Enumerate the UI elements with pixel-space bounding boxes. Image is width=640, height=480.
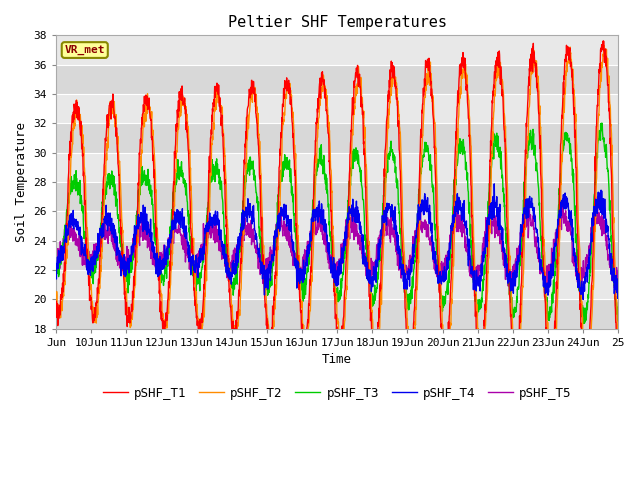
Bar	[56, 211, 618, 240]
pSHF_T1	[598, 45, 606, 50]
Bar	[56, 94, 618, 123]
pSHF_T3	[614, 316, 622, 322]
pSHF_T2	[81, 172, 88, 178]
pSHF_T2	[614, 339, 622, 345]
pSHF_T3	[598, 120, 606, 126]
pSHF_T5	[598, 221, 606, 227]
pSHF_T3	[580, 321, 588, 326]
pSHF_T5	[614, 267, 622, 273]
pSHF_T2	[598, 61, 606, 67]
Bar	[56, 182, 618, 211]
pSHF_T4	[495, 227, 503, 233]
pSHF_T3	[310, 183, 318, 189]
Line: pSHF_T4: pSHF_T4	[56, 184, 618, 300]
pSHF_T2	[584, 377, 591, 383]
Title: Peltier SHF Temperatures: Peltier SHF Temperatures	[228, 15, 447, 30]
Bar	[56, 240, 618, 270]
Bar	[56, 300, 618, 329]
pSHF_T1	[614, 360, 622, 366]
pSHF_T3	[495, 154, 502, 160]
pSHF_T2	[495, 72, 502, 78]
Line: pSHF_T1: pSHF_T1	[56, 41, 618, 382]
Bar	[56, 65, 618, 94]
pSHF_T4	[310, 212, 318, 217]
Bar	[56, 153, 618, 182]
pSHF_T4	[579, 297, 587, 302]
Bar	[56, 36, 618, 65]
pSHF_T3	[598, 120, 605, 126]
Line: pSHF_T5: pSHF_T5	[56, 197, 618, 289]
pSHF_T2	[598, 65, 606, 71]
pSHF_T4	[598, 202, 606, 207]
Line: pSHF_T3: pSHF_T3	[56, 123, 618, 324]
pSHF_T5	[81, 262, 88, 267]
pSHF_T1	[599, 38, 607, 44]
pSHF_T3	[81, 229, 88, 235]
pSHF_T4	[614, 278, 622, 284]
pSHF_T2	[310, 213, 318, 219]
Line: pSHF_T2: pSHF_T2	[56, 45, 618, 380]
Bar	[56, 270, 618, 300]
pSHF_T5	[593, 194, 601, 200]
pSHF_T2	[52, 297, 60, 303]
pSHF_T1	[52, 307, 60, 312]
pSHF_T3	[326, 219, 333, 225]
pSHF_T5	[598, 223, 606, 229]
pSHF_T2	[600, 42, 608, 48]
pSHF_T4	[81, 248, 88, 253]
pSHF_T1	[495, 56, 502, 62]
X-axis label: Time: Time	[322, 353, 352, 366]
pSHF_T4	[490, 181, 498, 187]
Legend: pSHF_T1, pSHF_T2, pSHF_T3, pSHF_T4, pSHF_T5: pSHF_T1, pSHF_T2, pSHF_T3, pSHF_T4, pSHF…	[98, 382, 577, 405]
pSHF_T3	[52, 269, 60, 275]
Bar	[56, 123, 618, 153]
pSHF_T5	[577, 286, 585, 292]
pSHF_T5	[52, 260, 60, 266]
pSHF_T1	[598, 43, 606, 48]
pSHF_T5	[495, 221, 502, 227]
pSHF_T1	[326, 158, 333, 164]
pSHF_T1	[513, 379, 520, 385]
Y-axis label: Soil Temperature: Soil Temperature	[15, 122, 28, 242]
pSHF_T5	[310, 227, 318, 233]
pSHF_T4	[52, 261, 60, 267]
pSHF_T4	[326, 254, 333, 260]
pSHF_T2	[326, 128, 333, 133]
Text: VR_met: VR_met	[65, 45, 105, 55]
pSHF_T1	[81, 197, 88, 203]
pSHF_T4	[598, 212, 606, 217]
pSHF_T3	[598, 129, 606, 135]
pSHF_T5	[326, 266, 333, 272]
pSHF_T1	[310, 157, 318, 163]
